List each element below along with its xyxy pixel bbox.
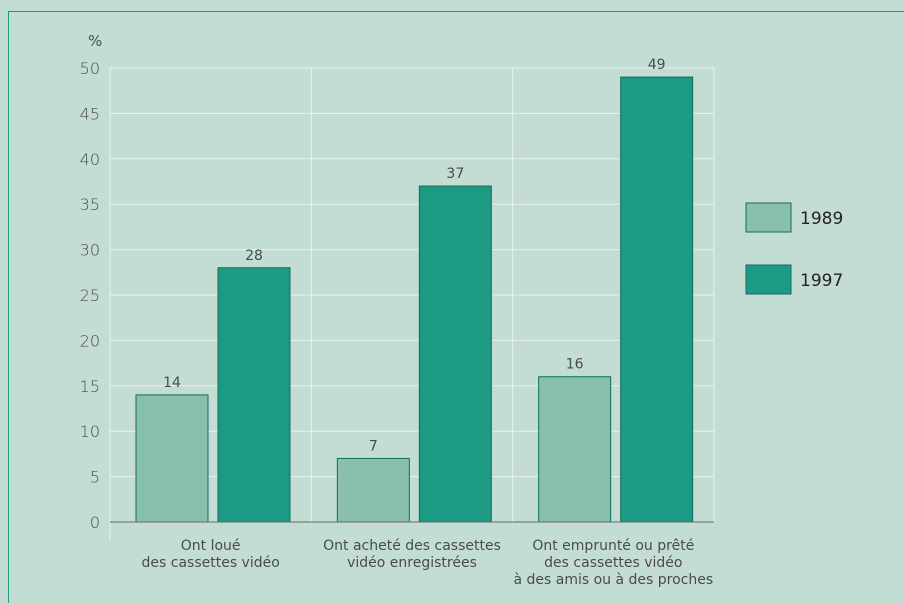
y-tick-label: 40 [80,150,100,169]
gridlines [110,67,715,522]
category-label: des cassettes vidéo [544,555,682,571]
chart-frame [8,11,904,603]
bar-1989-0 [135,394,209,523]
y-axis: 0 5 10 15 20 25 30 35 40 45 50 [80,59,111,540]
bar-1989-1 [336,457,410,523]
y-tick-label: 20 [80,331,100,350]
y-tick-label: 35 [80,195,100,214]
y-tick-label: 5 [90,468,100,487]
category-label: Ont loué [181,538,241,554]
data-label: 7 [369,438,378,454]
legend-label: 1989 [800,209,843,229]
y-tick-label: 0 [90,513,100,532]
y-tick-label: 30 [80,241,100,260]
data-label: 28 [245,248,263,264]
y-tick-label: 15 [80,377,100,396]
y-tick-label: 10 [80,422,100,441]
y-tick-label: 25 [80,286,100,305]
bar-1997-2 [620,76,694,523]
category-label: Ont emprunté ou prêté [532,538,694,554]
y-tick-label: 50 [80,59,100,78]
y-unit-label: % [88,32,102,50]
data-label: 37 [446,166,464,182]
category-label: des cassettes vidéo [142,555,280,571]
legend-swatch-1989 [745,202,792,233]
bar-1997-0 [217,267,291,523]
bars: 14 28 7 37 16 49 [135,57,694,523]
data-label: 49 [648,57,666,73]
data-label: 14 [163,375,181,391]
y-tick-label: 45 [80,104,100,123]
category-label: vidéo enregistrées [347,555,477,571]
legend-swatch-1997 [745,264,792,295]
data-label: 16 [566,357,584,373]
category-label: à des amis ou à des proches [513,572,713,588]
bar-1989-2 [538,376,612,523]
legend: 1989 1997 [745,202,843,295]
category-label: Ont acheté des cassettes [323,538,501,554]
legend-label: 1997 [800,271,843,291]
bar-1997-1 [418,185,492,523]
